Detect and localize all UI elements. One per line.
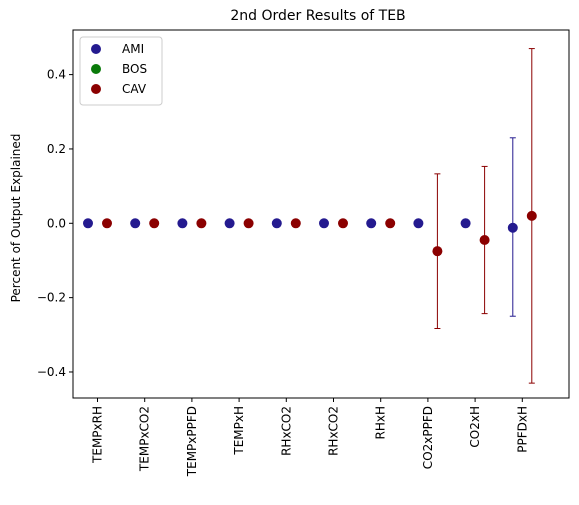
data-point bbox=[507, 222, 518, 233]
x-tick-label: RHxCO2 bbox=[327, 406, 341, 456]
data-point bbox=[83, 218, 93, 229]
data-point bbox=[224, 218, 235, 229]
data-point bbox=[102, 218, 112, 229]
x-tick-label: RHxCO2 bbox=[279, 406, 293, 456]
data-point bbox=[177, 218, 188, 229]
x-tick-label: TEMPxH bbox=[232, 406, 246, 456]
data-point bbox=[319, 218, 329, 229]
data-point bbox=[149, 218, 160, 229]
legend-label: BOS bbox=[122, 62, 147, 76]
data-point bbox=[460, 218, 471, 229]
data-point bbox=[338, 218, 348, 229]
x-tick-label: TEMPxPPFD bbox=[185, 406, 199, 477]
data-point bbox=[479, 235, 490, 246]
legend-marker bbox=[91, 84, 101, 94]
x-tick-label: CO2xH bbox=[468, 406, 482, 448]
x-tick-label: TEMPxRH bbox=[91, 406, 105, 464]
data-point bbox=[196, 218, 207, 229]
data-point bbox=[130, 218, 141, 229]
y-tick-label: 0.0 bbox=[47, 216, 66, 230]
data-point bbox=[243, 218, 254, 229]
chart-title: 2nd Order Results of TEB bbox=[230, 8, 405, 24]
legend: AMI BOS CAV bbox=[79, 36, 163, 106]
y-tick-label: −0.4 bbox=[37, 365, 66, 379]
y-tick-label: 0.4 bbox=[47, 68, 66, 82]
legend-marker bbox=[91, 44, 101, 54]
x-tick-label: PPFDxH bbox=[515, 406, 529, 453]
y-axis-label: Percent of Output Explained bbox=[9, 134, 23, 303]
data-point bbox=[526, 210, 537, 221]
plot-frame bbox=[72, 29, 570, 399]
data-point bbox=[366, 218, 377, 229]
x-tick-label: TEMPxCO2 bbox=[138, 406, 152, 472]
y-tick-label: −0.2 bbox=[37, 291, 66, 305]
y-tick-label: 0.2 bbox=[47, 142, 66, 156]
legend-label: AMI bbox=[122, 42, 144, 56]
legend-marker bbox=[91, 64, 101, 74]
x-tick-label: RHxH bbox=[374, 406, 388, 440]
x-tick-label: CO2xPPFD bbox=[421, 406, 435, 469]
data-point bbox=[271, 218, 282, 229]
data-point bbox=[290, 218, 301, 229]
data-point bbox=[432, 246, 443, 257]
legend-label: CAV bbox=[122, 82, 147, 96]
data-point bbox=[413, 218, 424, 229]
data-point bbox=[385, 218, 396, 229]
plot-area: −0.4 −0.2 0.0 0.2 0.4 TEMPxRH TEMPxCO2 TEMPxPPF… bbox=[37, 29, 570, 477]
